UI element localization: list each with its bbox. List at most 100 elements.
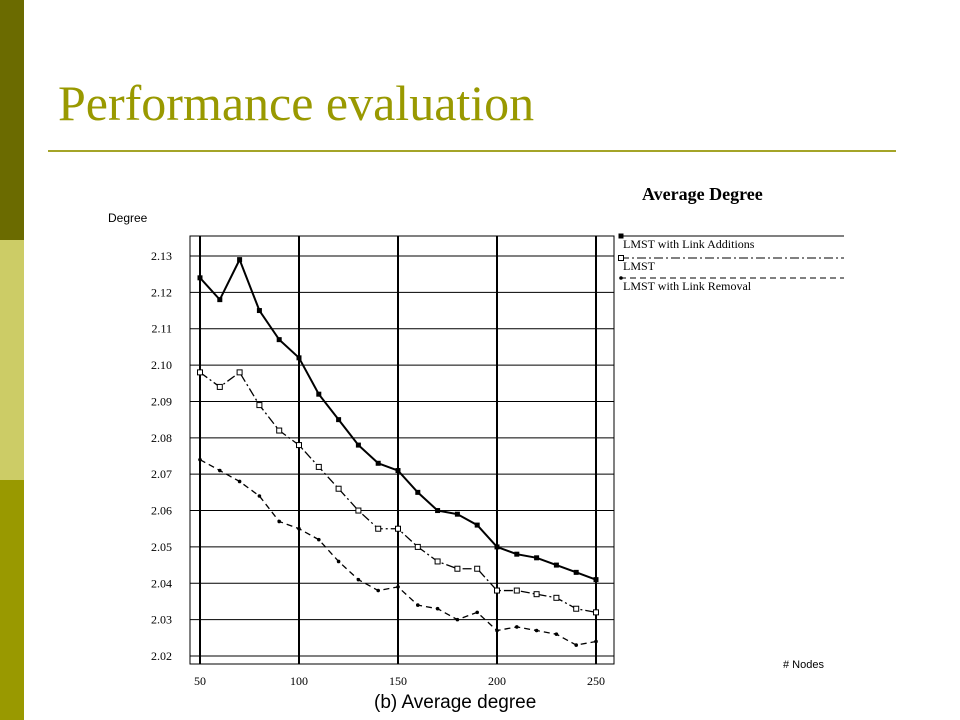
- slide-title: Performance evaluation: [58, 75, 535, 131]
- data-point-lmst: [216, 383, 223, 390]
- x-tick-label: 200: [488, 674, 506, 688]
- data-point-link-additions: [256, 308, 262, 314]
- data-point-link-removal: [495, 628, 499, 633]
- y-axis-label: Degree: [108, 211, 148, 225]
- data-point-link-additions: [474, 522, 480, 528]
- data-point-link-removal: [554, 632, 559, 636]
- data-point-link-removal: [317, 537, 321, 542]
- data-point-lmst: [236, 369, 243, 376]
- side-bar-top: [0, 0, 24, 240]
- x-tick-label: 250: [587, 674, 605, 688]
- data-point-link-additions: [296, 355, 302, 361]
- y-tick-label: 2.06: [151, 504, 172, 518]
- y-tick-label: 2.07: [151, 467, 172, 481]
- data-point-link-additions: [553, 562, 559, 568]
- chart-title: Average Degree: [642, 184, 763, 204]
- data-point-link-removal: [416, 603, 420, 607]
- y-tick-label: 2.05: [151, 540, 172, 554]
- data-point-lmst: [276, 427, 283, 434]
- y-tick-label: 2.04: [151, 576, 172, 590]
- y-tick-label: 2.02: [151, 649, 172, 663]
- data-point-link-removal: [574, 643, 578, 647]
- series-link-additions: [197, 257, 599, 583]
- data-point-link-additions: [375, 460, 381, 466]
- data-point-lmst: [593, 609, 599, 616]
- legend-marker-lmst: [618, 255, 624, 261]
- data-point-lmst: [474, 565, 481, 572]
- data-point-link-removal: [257, 494, 262, 498]
- data-point-link-removal: [515, 625, 519, 629]
- data-point-link-additions: [573, 569, 579, 575]
- data-point-lmst: [533, 591, 540, 598]
- data-point-link-additions: [435, 508, 441, 514]
- data-point-link-removal: [336, 559, 341, 564]
- y-tick-label: 2.08: [151, 431, 172, 445]
- data-point-link-removal: [475, 610, 480, 615]
- data-point-link-additions: [276, 337, 282, 343]
- data-point-link-additions: [593, 577, 599, 583]
- title-divider: [48, 150, 896, 152]
- side-bar-bottom: [0, 480, 24, 720]
- data-point-link-removal: [396, 585, 400, 589]
- data-point-lmst: [454, 565, 461, 572]
- y-tick-label: 2.09: [151, 394, 172, 408]
- series-link-removal: [198, 457, 598, 647]
- data-point-link-additions: [395, 468, 401, 474]
- data-point-link-removal: [435, 606, 440, 611]
- x-axis-unit-label: # Nodes: [783, 659, 824, 671]
- data-point-lmst: [434, 558, 441, 565]
- x-tick-label: 150: [389, 674, 407, 688]
- y-tick-label: 2.11: [151, 322, 172, 336]
- data-point-link-additions: [355, 442, 361, 448]
- data-point-lmst: [256, 402, 263, 409]
- data-point-lmst: [395, 525, 401, 532]
- data-point-link-additions: [454, 511, 460, 517]
- x-tick-label: 50: [194, 674, 206, 688]
- data-point-link-removal: [198, 457, 202, 462]
- legend-marker-link-removal: [619, 276, 623, 280]
- data-point-link-removal: [594, 639, 598, 644]
- legend-label-link-removal: LMST with Link Removal: [623, 279, 752, 293]
- data-point-lmst: [355, 507, 362, 514]
- chart-caption: (b) Average degree: [374, 692, 536, 713]
- data-point-link-additions: [316, 391, 322, 397]
- plot-frame: [189, 235, 615, 665]
- data-point-link-additions: [217, 297, 223, 303]
- data-point-lmst: [315, 463, 322, 470]
- data-point-lmst: [573, 605, 580, 612]
- data-point-lmst: [513, 587, 520, 594]
- legend-label-lmst: LMST: [623, 259, 656, 273]
- data-point-link-additions: [415, 489, 421, 495]
- data-point-link-removal: [297, 526, 301, 531]
- data-point-link-removal: [277, 519, 282, 524]
- data-point-link-removal: [534, 628, 539, 633]
- data-point-link-removal: [218, 468, 222, 473]
- data-point-link-removal: [376, 588, 381, 593]
- data-point-link-additions: [336, 417, 342, 423]
- y-tick-label: 2.10: [151, 358, 172, 372]
- data-point-link-removal: [356, 577, 361, 582]
- data-point-link-additions: [237, 257, 243, 263]
- data-point-lmst: [197, 369, 203, 376]
- y-tick-label: 2.13: [151, 249, 172, 263]
- data-point-lmst: [375, 525, 382, 532]
- data-point-link-removal: [455, 617, 460, 622]
- data-point-lmst: [414, 543, 421, 550]
- data-point-link-removal: [237, 479, 242, 484]
- y-tick-label: 2.03: [151, 613, 172, 627]
- x-tick-label: 100: [290, 674, 308, 688]
- data-point-link-additions: [197, 275, 203, 281]
- data-point-link-additions: [494, 544, 500, 550]
- side-bar-middle: [0, 240, 24, 480]
- series-lmst: [197, 369, 599, 616]
- data-point-lmst: [494, 587, 500, 594]
- data-point-link-additions: [534, 555, 540, 561]
- data-point-lmst: [335, 485, 342, 492]
- legend-marker-link-additions: [618, 233, 624, 239]
- data-point-lmst: [553, 594, 560, 601]
- data-point-link-additions: [514, 551, 520, 557]
- data-point-lmst: [296, 442, 302, 449]
- y-tick-label: 2.12: [151, 285, 172, 299]
- legend-label-link-additions: LMST with Link Additions: [623, 237, 755, 251]
